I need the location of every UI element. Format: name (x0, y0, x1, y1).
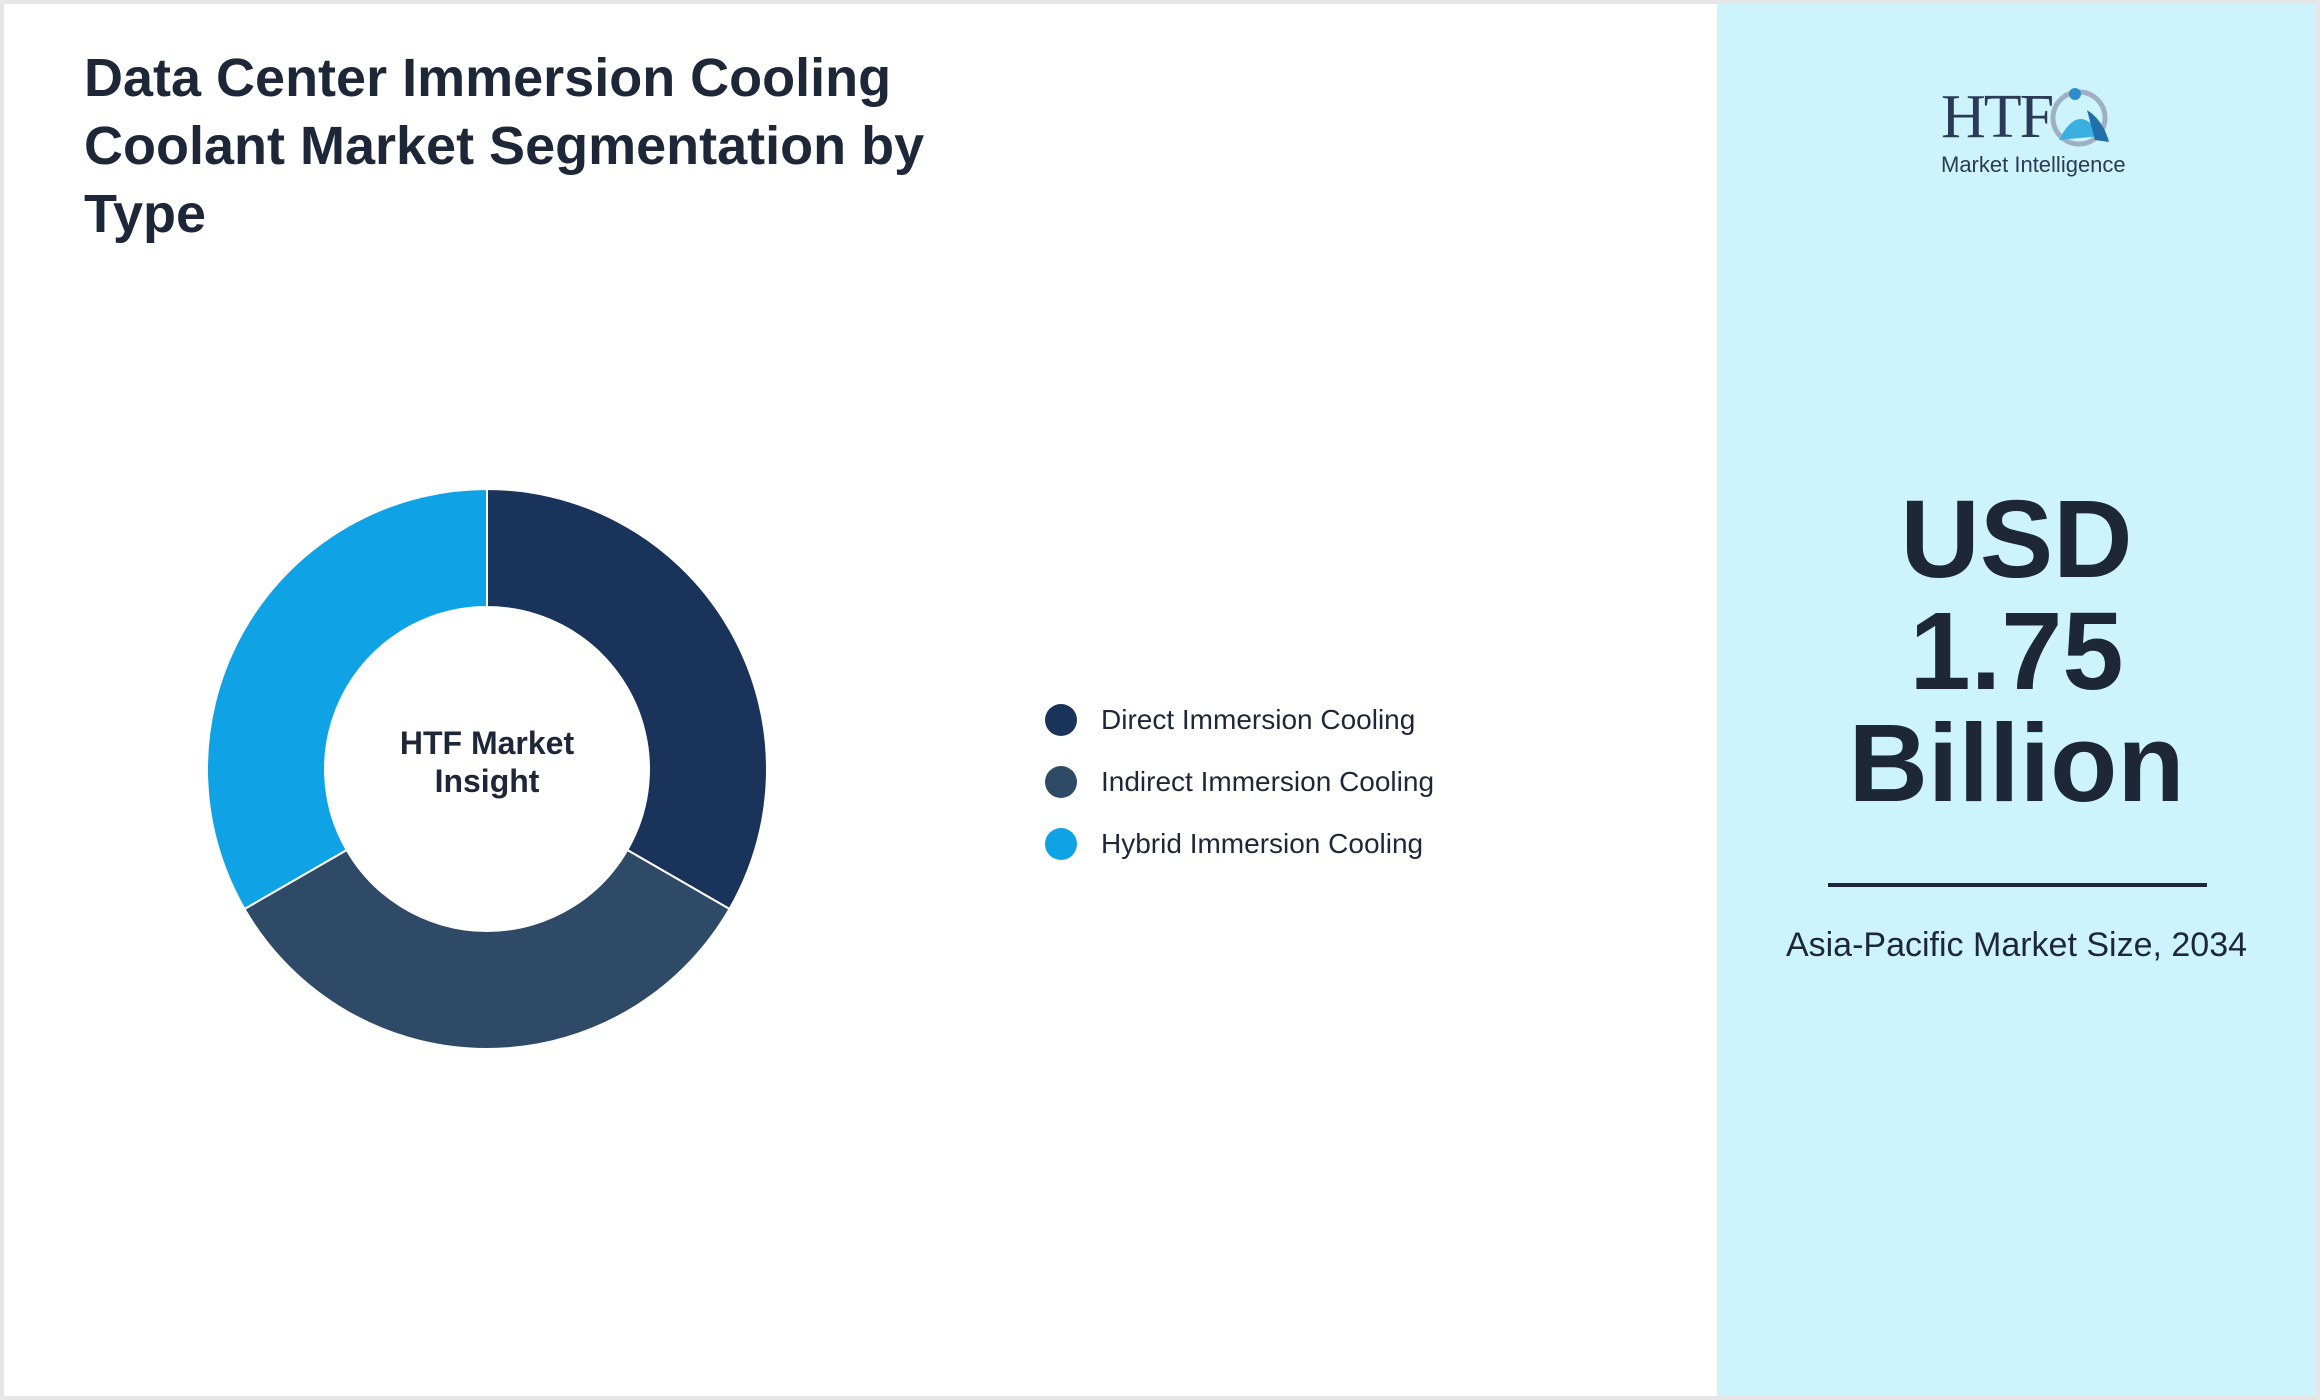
summary-panel: HTF Market Intelligence USD 1.75 Billion… (1717, 4, 2316, 1396)
donut-chart (206, 487, 768, 1050)
legend-item: Indirect Immersion Cooling (1045, 751, 1434, 813)
market-size-value: USD 1.75 Billion (1717, 484, 2316, 820)
logo-subtext: Market Intelligence (1941, 152, 2126, 177)
donut-slice-hybrid-immersion-cooling (206, 487, 488, 911)
legend-swatch (1045, 766, 1077, 798)
chart-panel: Data Center Immersion Cooling Coolant Ma… (4, 4, 1717, 1396)
page-title: Data Center Immersion Cooling Coolant Ma… (84, 48, 925, 244)
legend-swatch (1045, 704, 1077, 736)
donut-slice-direct-immersion-cooling (486, 487, 768, 911)
chart-legend: Direct Immersion Cooling Indirect Immersi… (1045, 689, 1434, 875)
legend-item: Direct Immersion Cooling (1045, 689, 1434, 751)
logo-emblem-icon (2050, 88, 2109, 147)
value-line-currency: USD (1900, 478, 2133, 601)
value-line-number: 1.75 (1909, 590, 2124, 713)
legend-label: Hybrid Immersion Cooling (1101, 828, 1424, 859)
donut-slice-indirect-immersion-cooling (243, 848, 731, 1050)
value-line-unit: Billion (1848, 702, 2185, 825)
legend-swatch (1045, 828, 1077, 860)
legend-label: Indirect Immersion Cooling (1101, 766, 1435, 797)
market-size-label: Asia-Pacific Market Size, 2034 (1785, 926, 2248, 964)
htf-logo: HTF Market Intelligence (1927, 76, 2126, 186)
legend-label: Direct Immersion Cooling (1101, 704, 1416, 735)
donut-center-label: HTF Market Insight (399, 725, 575, 799)
divider-line (1828, 883, 2207, 887)
logo-wordmark: HTF (1941, 83, 2054, 151)
legend-item: Hybrid Immersion Cooling (1045, 813, 1434, 875)
